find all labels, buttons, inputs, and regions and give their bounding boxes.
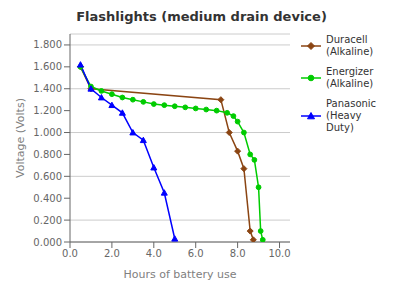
svg-text:Voltage (Volts): Voltage (Volts) [14,98,27,178]
svg-text:1.200: 1.200 [33,105,62,116]
html-text:Duracell (Alkaline): Duracell (Alkaline) [326,34,374,57]
svg-text:2.0: 2.0 [104,248,120,259]
svg-text:6.0: 6.0 [188,248,204,259]
svg-text:8.0: 8.0 [230,248,246,259]
svg-text:0.0: 0.0 [62,248,78,259]
svg-text:1.400: 1.400 [33,83,62,94]
svg-text:0.800: 0.800 [33,149,62,160]
svg-text:0.200: 0.200 [33,215,62,226]
html-text:Flashlights (medium drain devi: Flashlights (medium drain device) [76,9,327,24]
html-text:Energizer (Alkaline): Energizer (Alkaline) [326,66,374,89]
html-text:Panasonic (Heavy Duty): Panasonic (Heavy Duty) [326,98,377,133]
svg-text:1.800: 1.800 [33,39,62,50]
svg-text:0.400: 0.400 [33,193,62,204]
svg-text:10.0: 10.0 [268,248,290,259]
svg-text:1.000: 1.000 [33,127,62,138]
svg-text:Hours of battery use: Hours of battery use [124,268,237,281]
svg-text:1.600: 1.600 [33,61,62,72]
svg-text:0.600: 0.600 [33,171,62,182]
svg-text:0.000: 0.000 [33,237,62,248]
svg-text:4.0: 4.0 [146,248,162,259]
